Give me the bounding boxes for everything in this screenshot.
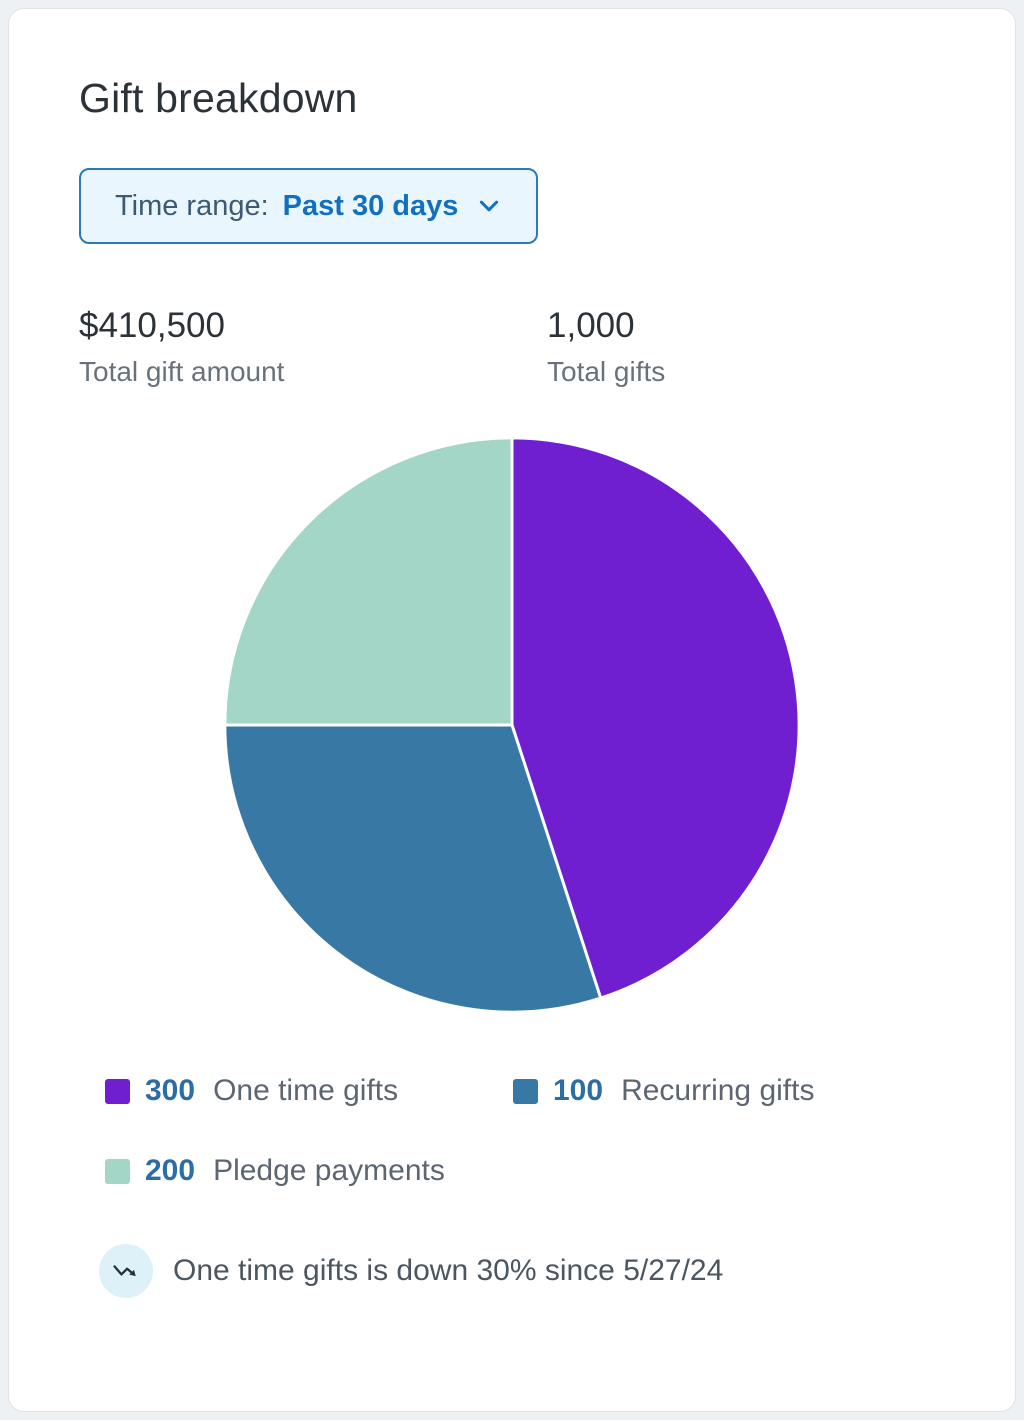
page-title: Gift breakdown [79, 75, 358, 121]
time-range-dropdown[interactable]: Time range: Past 30 days [79, 168, 539, 244]
legend-value: 200 [145, 1154, 196, 1187]
gift-breakdown-card: Gift breakdown Time range: Past 30 days … [8, 8, 1016, 1412]
stat-total-gift-amount: $410,500 Total gift amount [79, 306, 547, 388]
stat-value: 1,000 [547, 306, 635, 345]
pie-slice-pledge-payments[interactable] [223, 436, 514, 727]
stat-value: $410,500 [79, 306, 225, 345]
legend-value: 100 [553, 1074, 604, 1107]
legend-swatch-recurring-gifts [513, 1078, 538, 1104]
legend-label: Recurring gifts [621, 1074, 815, 1107]
chevron-down-icon [480, 200, 499, 212]
chart-legend: 300 One time gifts 100 Recurring gifts 2… [105, 1074, 945, 1188]
insight-row: One time gifts is down 30% since 5/27/24 [99, 1244, 945, 1298]
stat-label: Total gift amount [79, 356, 285, 387]
trend-down-icon [99, 1244, 153, 1298]
pie-chart[interactable] [79, 430, 945, 1020]
stat-label: Total gifts [547, 356, 666, 387]
pie-chart-svg[interactable] [217, 430, 807, 1020]
legend-item-one-time-gifts: 300 One time gifts [105, 1074, 513, 1108]
legend-label: One time gifts [213, 1074, 399, 1107]
legend-swatch-one-time-gifts [105, 1078, 130, 1104]
pie-slice-one-time-gifts[interactable] [510, 436, 801, 1000]
legend-swatch-pledge-payments [105, 1158, 130, 1184]
legend-item-recurring-gifts: 100 Recurring gifts [513, 1074, 945, 1108]
time-range-label: Time range: [115, 189, 269, 222]
time-range-value: Past 30 days [282, 189, 459, 222]
legend-item-pledge-payments: 200 Pledge payments [105, 1154, 513, 1188]
insight-text: One time gifts is down 30% since 5/27/24 [173, 1254, 724, 1287]
stat-total-gifts: 1,000 Total gifts [547, 306, 665, 388]
legend-value: 300 [145, 1074, 196, 1107]
summary-stats: $410,500 Total gift amount 1,000 Total g… [79, 306, 945, 388]
legend-label: Pledge payments [213, 1154, 445, 1187]
pie-slice-recurring-gifts[interactable] [223, 723, 603, 1014]
